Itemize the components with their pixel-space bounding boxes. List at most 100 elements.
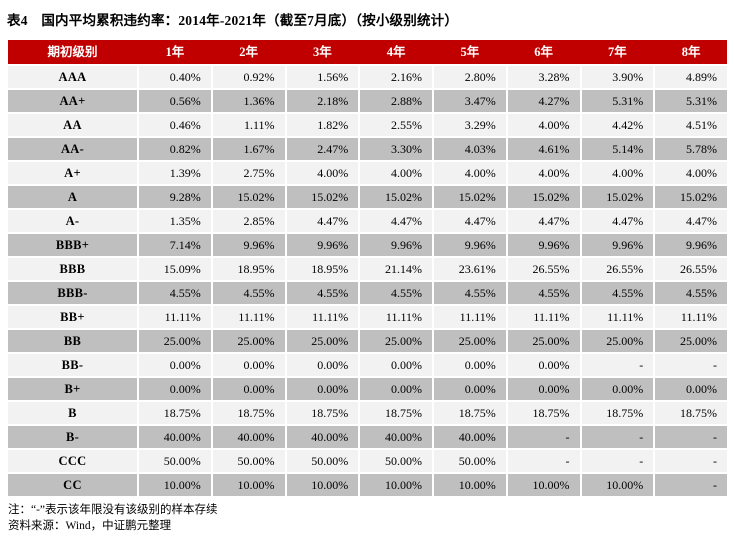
rating-cell: B [8, 402, 137, 424]
default-rate-table: 期初级别 1年 2年 3年 4年 5年 6年 7年 8年 AAA 0.40% 0.92% 1.56% 2… [8, 40, 727, 496]
value-cell: 9.96% [507, 234, 580, 256]
rating-cell: A- [8, 210, 137, 232]
value-cell: 18.95% [286, 258, 359, 280]
value-cell: 4.00% [507, 162, 580, 184]
value-cell: 3.29% [434, 114, 506, 136]
value-cell: 0.46% [139, 114, 211, 136]
value-cell: 0.00% [507, 378, 580, 400]
value-cell: 4.47% [507, 210, 580, 232]
rating-cell: BB [8, 330, 137, 352]
value-cell: 0.82% [139, 138, 211, 160]
value-cell: 11.11% [212, 306, 285, 328]
value-cell: 10.00% [434, 474, 506, 496]
value-cell: 40.00% [360, 426, 432, 448]
value-cell: 2.80% [434, 66, 506, 88]
value-cell: 11.11% [434, 306, 506, 328]
value-cell: 18.75% [139, 402, 211, 424]
value-cell: 11.11% [360, 306, 432, 328]
rating-cell: CC [8, 474, 137, 496]
value-cell: - [581, 354, 654, 376]
value-cell: 4.03% [434, 138, 506, 160]
value-cell: 26.55% [655, 258, 727, 280]
rating-cell: B+ [8, 378, 137, 400]
value-cell: 1.11% [212, 114, 285, 136]
value-cell: 25.00% [212, 330, 285, 352]
header-cell-year-2: 2年 [239, 45, 258, 59]
value-cell: 1.36% [212, 90, 285, 112]
value-cell: 11.11% [655, 306, 727, 328]
value-cell: 4.00% [581, 162, 654, 184]
value-cell: 5.31% [581, 90, 654, 112]
value-cell: 18.75% [434, 402, 506, 424]
value-cell: 4.55% [581, 282, 654, 304]
value-cell: 3.47% [434, 90, 506, 112]
value-cell: 0.00% [286, 378, 359, 400]
value-cell: 18.75% [655, 402, 727, 424]
value-cell: 18.95% [212, 258, 285, 280]
rating-cell: A+ [8, 162, 137, 184]
value-cell: 4.47% [434, 210, 506, 232]
value-cell: 4.00% [434, 162, 506, 184]
value-cell: 25.00% [581, 330, 654, 352]
value-cell: 4.00% [507, 114, 580, 136]
value-cell: 15.02% [212, 186, 285, 208]
header-cell-year-6: 6年 [534, 45, 553, 59]
value-cell: 3.28% [507, 66, 580, 88]
value-cell: 10.00% [286, 474, 359, 496]
value-cell: 1.67% [212, 138, 285, 160]
value-cell: 11.11% [139, 306, 211, 328]
rating-cell: A [8, 186, 137, 208]
header-cell-year-3: 3年 [312, 45, 332, 59]
value-cell: 15.02% [655, 186, 727, 208]
value-cell: 3.90% [581, 66, 654, 88]
value-cell: 0.00% [360, 378, 432, 400]
value-cell: 10.00% [139, 474, 211, 496]
value-cell: 18.75% [212, 402, 285, 424]
rating-cell: BBB [8, 258, 137, 280]
value-cell: 1.82% [286, 114, 359, 136]
value-cell: - [655, 354, 727, 376]
value-cell: 50.00% [360, 450, 432, 472]
value-cell: 4.00% [655, 162, 727, 184]
footnotes: 注：“-”表示该年限没有该级别的样本存续 资料来源：Wind，中证鹏元整理 [8, 502, 726, 534]
value-cell: 26.55% [581, 258, 654, 280]
value-cell: 15.02% [581, 186, 654, 208]
value-cell: 4.55% [212, 282, 285, 304]
value-cell: 18.75% [360, 402, 432, 424]
value-cell: 3.30% [360, 138, 432, 160]
value-cell: 21.14% [360, 258, 432, 280]
value-cell: 0.00% [212, 354, 285, 376]
value-cell: - [507, 450, 580, 472]
value-cell: 1.35% [139, 210, 211, 232]
value-cell: 40.00% [434, 426, 506, 448]
value-cell: 18.75% [581, 402, 654, 424]
value-cell: 4.55% [286, 282, 359, 304]
value-cell: 5.31% [655, 90, 727, 112]
value-cell: 0.00% [655, 378, 727, 400]
value-cell: 4.55% [434, 282, 506, 304]
value-cell: 4.89% [655, 66, 727, 88]
rating-cell: BBB- [8, 282, 137, 304]
value-cell: 25.00% [434, 330, 506, 352]
header-cell-year-1: 1年 [165, 45, 185, 59]
value-cell: 11.11% [507, 306, 580, 328]
value-cell: 4.55% [655, 282, 727, 304]
footnote-dash-meaning: 注：“-”表示该年限没有该级别的样本存续 [8, 504, 218, 516]
value-cell: 4.55% [139, 282, 211, 304]
value-cell: 40.00% [139, 426, 211, 448]
value-cell: 40.00% [212, 426, 285, 448]
value-cell: 50.00% [434, 450, 506, 472]
footnote-data-source: 资料来源：Wind，中证鹏元整理 [8, 520, 172, 532]
value-cell: 0.00% [581, 378, 654, 400]
value-cell: 4.47% [655, 210, 727, 232]
value-cell: 9.96% [286, 234, 359, 256]
value-cell: 25.00% [360, 330, 432, 352]
value-cell: 2.85% [212, 210, 285, 232]
value-cell: 4.61% [507, 138, 580, 160]
value-cell: 18.75% [507, 402, 580, 424]
value-cell: - [581, 450, 654, 472]
value-cell: 4.55% [507, 282, 580, 304]
value-cell: 7.14% [139, 234, 211, 256]
value-cell: - [655, 426, 727, 448]
value-cell: 2.47% [286, 138, 359, 160]
